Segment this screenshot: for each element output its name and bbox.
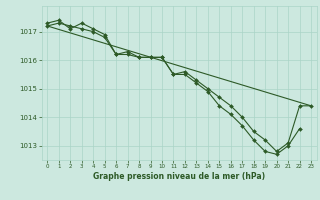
X-axis label: Graphe pression niveau de la mer (hPa): Graphe pression niveau de la mer (hPa) (93, 172, 265, 181)
